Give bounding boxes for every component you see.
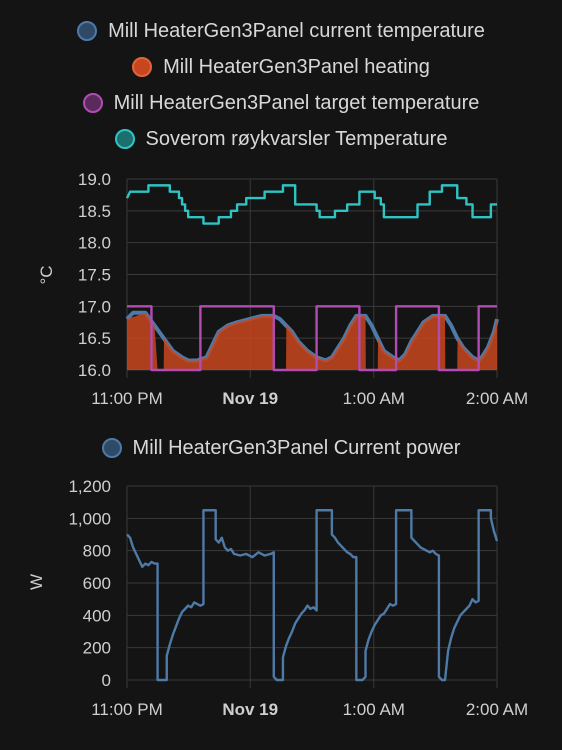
y-tick-label: 200	[83, 639, 111, 658]
y-tick-label: 17.0	[78, 297, 111, 316]
legend-label: Mill HeaterGen3Panel current temperature	[108, 19, 485, 42]
series-room-temperature-line[interactable]	[125, 184, 497, 225]
y-tick-label: 17.5	[78, 266, 111, 285]
power-legend: Mill HeaterGen3Panel Current power	[0, 430, 562, 466]
series-heating-area[interactable]	[127, 312, 497, 370]
x-tick-label: 1:00 AM	[343, 389, 405, 408]
legend-item[interactable]: Mill HeaterGen3Panel heating	[0, 49, 562, 85]
x-tick-label: 2:00 AM	[466, 389, 528, 408]
x-tick-label: Nov 19	[222, 389, 278, 408]
x-tick-label: 2:00 AM	[466, 700, 528, 719]
series-color-dot-icon	[132, 57, 153, 77]
series-target-temperature-line[interactable]	[127, 305, 497, 372]
legend-item[interactable]: Mill HeaterGen3Panel target temperature	[0, 85, 562, 121]
series-current-power-line[interactable]	[126, 509, 499, 682]
y-tick-label: 400	[83, 606, 111, 625]
x-tick-label: Nov 19	[222, 700, 278, 719]
temperature-chart[interactable]: 19.0 18.5 18.0 17.5 17.0 16.5 16.0 11:00 PM Nov …	[0, 165, 562, 415]
series-color-dot-icon	[114, 129, 135, 149]
legend-label: Mill HeaterGen3Panel target temperature	[113, 91, 480, 114]
power-chart[interactable]: 1,200 1,000 800 600 400 200 0 11:00 PM Nov 19 1:0…	[0, 472, 562, 734]
legend-item[interactable]: Mill HeaterGen3Panel Current power	[0, 430, 562, 466]
y-tick-label: 18.5	[78, 202, 111, 221]
legend-label: Mill HeaterGen3Panel heating	[163, 55, 430, 78]
legend-item[interactable]: Soverom røykvarsler Temperature	[0, 121, 562, 157]
y-tick-label: 600	[83, 574, 111, 593]
y-tick-label: 19.0	[78, 170, 111, 189]
y-tick-label: 16.0	[78, 361, 111, 380]
x-tick-label: 11:00 PM	[91, 700, 163, 719]
y-axis-label: °C	[37, 265, 56, 284]
y-tick-label: 1,000	[68, 509, 111, 528]
y-tick-label: 0	[102, 671, 111, 690]
y-tick-label: 1,200	[68, 477, 111, 496]
series-color-dot-icon	[82, 93, 103, 113]
legend-label: Mill HeaterGen3Panel Current power	[132, 436, 461, 459]
x-tick-label: 11:00 PM	[91, 389, 163, 408]
temperature-legend: Mill HeaterGen3Panel current temperature…	[0, 13, 562, 157]
y-tick-label: 16.5	[78, 329, 111, 348]
legend-label: Soverom røykvarsler Temperature	[145, 127, 448, 150]
series-color-dot-icon	[77, 21, 98, 41]
y-axis-label: W	[27, 574, 46, 590]
x-tick-label: 1:00 AM	[343, 700, 405, 719]
y-tick-label: 18.0	[78, 234, 111, 253]
series-color-dot-icon	[101, 438, 122, 458]
legend-item[interactable]: Mill HeaterGen3Panel current temperature	[0, 13, 562, 49]
y-tick-label: 800	[83, 542, 111, 561]
